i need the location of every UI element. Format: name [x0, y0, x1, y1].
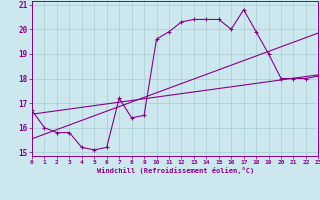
X-axis label: Windchill (Refroidissement éolien,°C): Windchill (Refroidissement éolien,°C): [97, 167, 254, 174]
